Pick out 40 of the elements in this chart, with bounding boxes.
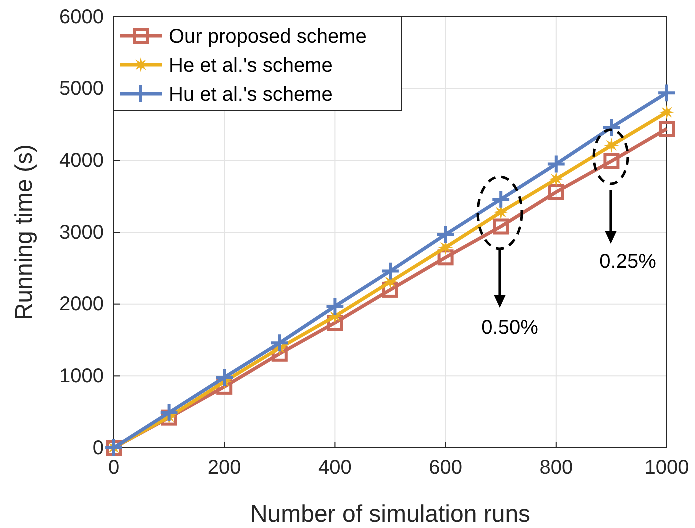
point	[660, 105, 674, 120]
x-axis-title: Number of simulation runs	[250, 501, 531, 528]
y-axis-title: Running time (s)	[11, 144, 38, 321]
x-tick-label: 1000	[644, 457, 690, 480]
point	[546, 154, 566, 174]
annotation: 0.25%	[600, 251, 657, 273]
point	[380, 261, 400, 282]
point	[493, 218, 510, 235]
x-tick-label: 800	[540, 457, 574, 480]
point	[214, 368, 235, 388]
y-tick-label: 3000	[60, 222, 104, 244]
point	[383, 274, 398, 290]
point	[327, 315, 344, 332]
y-tick-label: 4000	[60, 150, 104, 172]
y-tick-label: 1000	[60, 366, 104, 388]
point	[657, 83, 677, 104]
y-tick-label: 5000	[60, 78, 104, 100]
point	[491, 190, 512, 210]
point	[159, 402, 180, 423]
legend-label: Our proposed scheme	[169, 26, 367, 48]
point	[604, 138, 620, 154]
x-tick-label: 0	[108, 457, 120, 480]
legend-label: He et al.'s scheme	[169, 55, 333, 77]
point	[438, 240, 454, 256]
point	[436, 224, 456, 245]
x-tick-label: 400	[318, 457, 352, 480]
point	[438, 250, 454, 266]
point	[270, 333, 290, 354]
point	[548, 184, 564, 200]
point	[548, 172, 564, 187]
y-tick-label: 0	[92, 437, 104, 460]
point	[602, 118, 622, 138]
y-tick-label: 6000	[60, 6, 104, 28]
x-tick-label: 600	[429, 457, 462, 480]
y-tick-label: 2000	[60, 294, 104, 316]
legend-label: Hu et al.'s scheme	[169, 84, 333, 106]
annotation: 0.50%	[482, 317, 539, 339]
point	[659, 121, 675, 138]
x-tick-label: 200	[208, 457, 242, 480]
point	[325, 296, 346, 316]
